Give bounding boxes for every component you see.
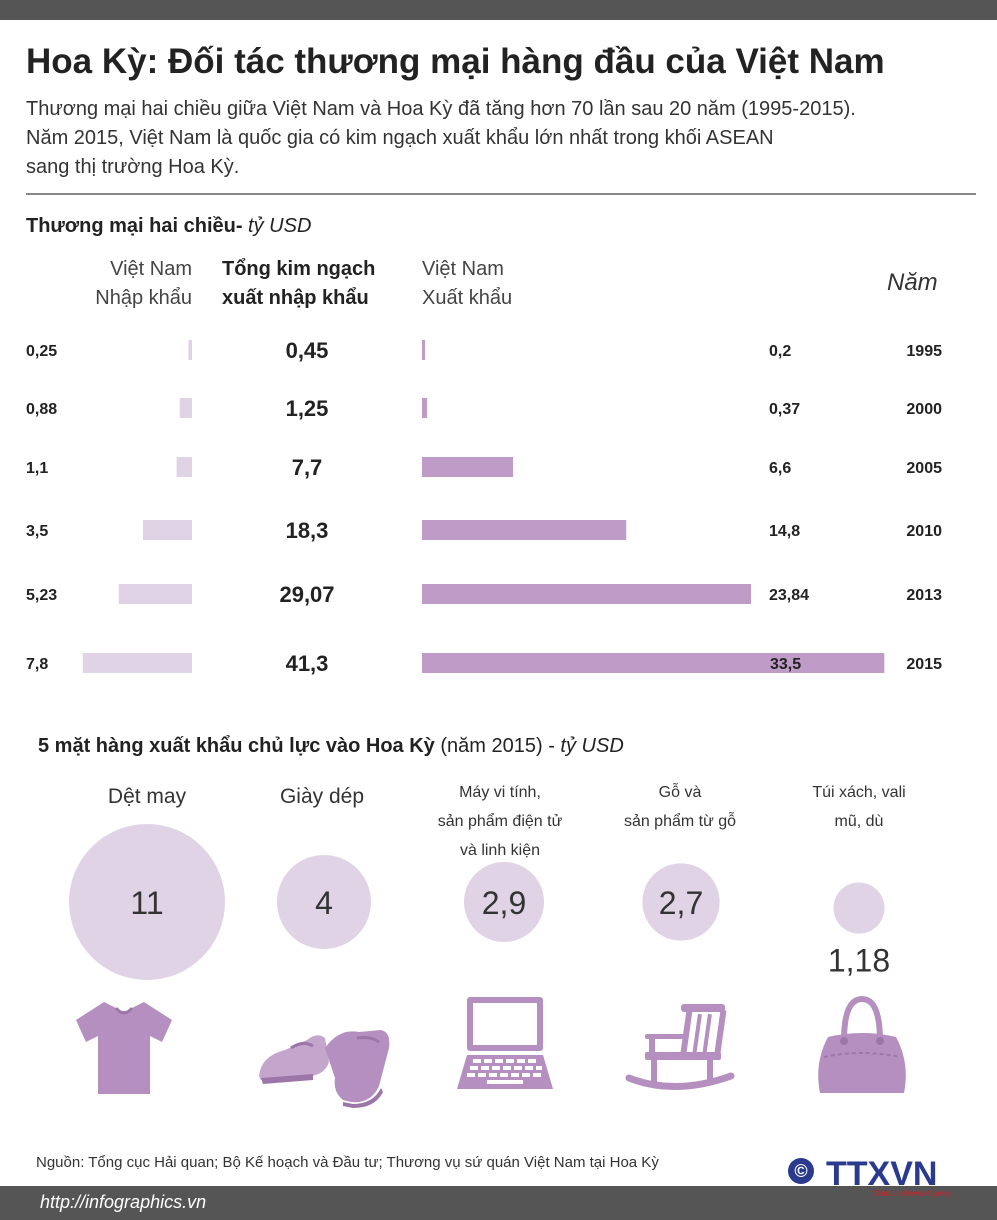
col-year-header: Năm — [887, 269, 938, 296]
total-value-label: 29,07 — [279, 582, 334, 607]
bubble-value-label: 1,18 — [828, 943, 890, 979]
export-bar — [422, 520, 627, 540]
col-import-header: Việt Nam Nhập khẩu — [40, 255, 192, 313]
exports-title-year: (năm 2015) - — [434, 735, 561, 757]
export-bubble — [276, 854, 372, 950]
export-value-label: 23,84 — [769, 587, 809, 604]
bottom-bar — [0, 1186, 997, 1220]
import-bar — [143, 520, 192, 540]
export-label-line: Máy vi tính, — [459, 784, 541, 801]
handbag-icon — [818, 995, 906, 1093]
import-bar — [188, 340, 192, 360]
export-bubble — [642, 863, 720, 941]
exports-title-unit: tỷ USD — [560, 735, 624, 757]
export-bar — [422, 457, 514, 477]
export-label-line: sản phẩm từ gỗ — [623, 813, 737, 830]
import-value-label: 5,23 — [26, 587, 57, 604]
col-total-line: Tổng kim ngạch — [222, 258, 376, 280]
export-bar — [422, 584, 751, 604]
export-label-line: và linh kiện — [459, 842, 541, 859]
year-label: 2013 — [906, 587, 942, 604]
shoes-icon — [259, 1030, 390, 1108]
total-value-label: 7,7 — [292, 455, 323, 480]
bubble-value-label: 11 — [130, 885, 163, 921]
export-bubble — [463, 861, 545, 943]
export-bar — [422, 340, 425, 360]
top-bar — [0, 0, 997, 20]
trade-title-unit: tỷ USD — [242, 215, 312, 237]
export-label-line: sản phẩm điện tử — [437, 813, 563, 830]
import-value-label: 0,25 — [26, 343, 57, 360]
year-label: 1995 — [906, 343, 942, 360]
shirt-icon — [76, 1002, 172, 1094]
col-export-line: Xuất khẩu — [422, 287, 513, 309]
divider — [26, 193, 976, 195]
col-import-line: Nhập khẩu — [95, 287, 192, 309]
source-note: Nguồn: Tổng cục Hải quan; Bộ Kế hoạch và… — [36, 1154, 659, 1171]
total-value-label: 18,3 — [286, 518, 329, 543]
exports-section-title: 5 mặt hàng xuất khẩu chủ lực vào Hoa Kỳ … — [38, 735, 624, 758]
intro-line: sang thị trường Hoa Kỳ. — [26, 156, 240, 178]
laptop-icon — [457, 997, 553, 1089]
bubble-value-label: 2,7 — [659, 885, 703, 921]
export-label-line: Gỗ và — [658, 784, 702, 801]
import-value-label: 7,8 — [26, 656, 48, 673]
intro-line: Năm 2015, Việt Nam là quốc gia có kim ng… — [26, 127, 774, 149]
export-label-bags: Túi xách, vali mũ, dù — [759, 778, 959, 836]
total-value-label: 0,45 — [286, 338, 329, 363]
export-bubble — [69, 824, 225, 980]
col-export-header: Việt Nam Xuất khẩu — [422, 255, 512, 313]
import-value-label: 0,88 — [26, 401, 57, 418]
total-value-label: 1,25 — [286, 396, 329, 421]
exports-bubble-chart: 11 4 2,9 2,7 1,18 — [69, 824, 890, 980]
year-label: 2005 — [906, 460, 942, 477]
col-export-line: Việt Nam — [422, 258, 504, 280]
export-bar — [422, 653, 885, 673]
page-title: Hoa Kỳ: Đối tác thương mại hàng đầu của … — [26, 42, 885, 81]
year-label: 2015 — [906, 656, 942, 673]
export-bar — [422, 398, 428, 418]
export-label-textile: Dệt may — [47, 784, 247, 810]
import-value-label: 3,5 — [26, 523, 48, 540]
import-bar — [118, 584, 192, 604]
copyright-icon: © — [788, 1158, 814, 1184]
bubble-value-label: 2,9 — [482, 885, 526, 921]
total-value-label: 41,3 — [286, 651, 329, 676]
export-value-label: 0,2 — [769, 343, 791, 360]
logo-text: TTXVN — [826, 1155, 937, 1193]
export-value-label: 0,37 — [769, 401, 800, 418]
export-value-label: 33,5 — [770, 656, 801, 673]
trade-title-text: Thương mại hai chiều- — [26, 215, 243, 237]
trade-section-title: Thương mại hai chiều- tỷ USD — [26, 215, 311, 238]
export-label-footwear: Giày dép — [222, 784, 422, 810]
logo-subtitle: Vietnam News Agency — [872, 1189, 952, 1198]
export-label-line: mũ, dù — [834, 813, 884, 830]
year-label: 2000 — [906, 401, 942, 418]
import-value-label: 1,1 — [26, 460, 48, 477]
export-label-wood: Gỗ và sản phẩm từ gỗ — [580, 778, 780, 836]
intro-text: Thương mại hai chiều giữa Việt Nam và Ho… — [26, 95, 966, 182]
site-link[interactable]: http://infographics.vn — [40, 1192, 207, 1212]
rocking-chair-icon — [625, 1004, 735, 1091]
year-label: 2010 — [906, 523, 942, 540]
trade-bar-chart: 0,25 0,45 0,2 1995 0,88 1,25 0,37 2000 1,1 7,7 6,6… — [26, 338, 942, 676]
exports-title-text: 5 mặt hàng xuất khẩu chủ lực vào Hoa Kỳ — [38, 735, 435, 757]
export-label-line: Túi xách, vali — [812, 784, 906, 801]
col-total-header: Tổng kim ngạch xuất nhập khẩu — [222, 255, 375, 313]
col-total-line: xuất nhập khẩu — [222, 287, 369, 309]
bubble-value-label: 4 — [315, 885, 333, 921]
import-bar — [82, 653, 192, 673]
col-import-line: Việt Nam — [110, 258, 192, 280]
export-label-line: Dệt may — [107, 785, 187, 808]
export-value-label: 14,8 — [769, 523, 800, 540]
intro-line: Thương mại hai chiều giữa Việt Nam và Ho… — [26, 98, 856, 120]
import-bar — [179, 398, 192, 418]
export-label-line: Giày dép — [279, 785, 365, 808]
ttxvn-logo: TTXVN Vietnam News Agency — [826, 1155, 952, 1198]
export-label-electronics: Máy vi tính, sản phẩm điện tử và linh ki… — [400, 778, 600, 865]
export-bubble — [833, 882, 885, 934]
export-value-label: 6,6 — [769, 460, 791, 477]
import-bar — [176, 457, 192, 477]
